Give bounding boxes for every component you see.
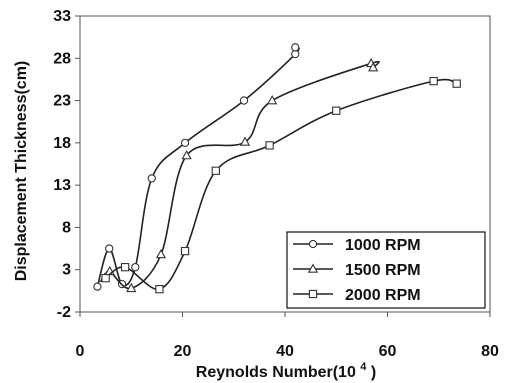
series-2-point-4 [211,166,220,175]
series-2-point-2 [155,285,164,294]
y-tick-label-6: 28 [53,50,71,67]
legend-marker-2 [308,289,318,299]
series-2-point-3 [180,246,190,256]
series-1-point-5 [239,136,251,146]
x-tick-label-2: 40 [276,343,294,360]
series-1-point-2 [126,282,137,293]
x-tick-label-1: 20 [174,343,192,360]
series-0-point-3 [131,263,140,272]
series-2-point-5 [265,141,274,150]
x-axis-title-close: ) [371,364,376,381]
series-0-point-1 [105,244,114,253]
series-2-point-7 [429,76,438,86]
series-2-point-8 [452,79,461,88]
y-tick-label-0: -2 [57,304,71,321]
legend-label-0: 1000 RPM [345,237,421,254]
y-axis-title: Displacement Thickness(cm) [13,61,30,282]
y-tick-label-1: 3 [62,262,71,279]
x-tick-label-0: 0 [76,343,85,360]
series-2-point-0 [101,274,110,283]
x-axis-title-superscript: 4 [360,361,367,373]
x-tick-label-3: 60 [379,343,397,360]
plot-layer: -2 3 8 13 18 23 28 33 0 20 40 60 80 1000 RPM 1500 RPM 2… [53,8,499,360]
y-tick-label-2: 8 [62,219,71,236]
legend-label-1: 1500 RPM [345,262,421,279]
series-1-point-4 [181,150,192,160]
y-tick-label-4: 18 [53,135,71,152]
legend-marker-0 [308,239,318,249]
x-tick-label-4: 80 [481,343,499,360]
series-0-point-8 [291,43,300,52]
series-0-point-0 [93,282,102,291]
x-axis-title: Reynolds Number(10 4 ) [196,357,376,381]
series-1-point-8 [368,62,379,72]
legend: 1000 RPM 1500 RPM 2000 RPM [286,231,486,309]
y-tick-label-5: 23 [53,93,71,110]
legend-marker-1 [307,263,319,273]
y-tick-label-7: 33 [53,8,71,25]
series-0-point-7 [291,49,300,59]
series-2-point-6 [332,106,341,115]
series-0-point-4 [147,174,156,183]
series-1-point-6 [267,95,278,105]
x-axis-title-main: Reynolds Number(10 [196,364,356,381]
series-1-point-3 [155,248,167,259]
y-tick-label-3: 13 [53,177,71,194]
legend-label-2: 2000 RPM [345,287,421,304]
series-0-point-6 [239,96,249,105]
series-2-point-1 [120,263,130,272]
series-0-point-5 [180,138,190,148]
